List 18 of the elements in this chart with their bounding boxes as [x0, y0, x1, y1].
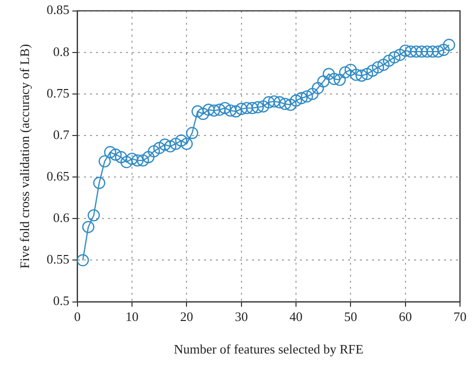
x-tick-label: 10 — [126, 309, 139, 324]
x-tick-label: 40 — [290, 309, 303, 324]
x-tick-label: 20 — [180, 309, 194, 324]
x-axis-title: Number of features selected by RFE — [174, 342, 364, 357]
y-tick-label: 0.65 — [46, 168, 70, 184]
y-tick-label: 0.85 — [46, 2, 70, 18]
x-tick-label: 60 — [398, 309, 412, 324]
x-tick-label: 0 — [74, 309, 81, 324]
y-tick-label: 0.7 — [53, 126, 70, 142]
x-tick-label: 30 — [234, 309, 248, 324]
y-tick-label: 0.55 — [46, 252, 70, 267]
y-tick-label: 0.5 — [53, 293, 70, 308]
x-tick-label: 50 — [344, 309, 358, 324]
y-axis-title: Five fold cross validation (accuracy of LB) — [17, 44, 32, 269]
y-tick-label: 0.6 — [53, 210, 70, 226]
y-tick-label: 0.8 — [53, 44, 70, 59]
y-tick-label: 0.75 — [46, 85, 70, 100]
x-tick-label: 70 — [454, 309, 466, 324]
